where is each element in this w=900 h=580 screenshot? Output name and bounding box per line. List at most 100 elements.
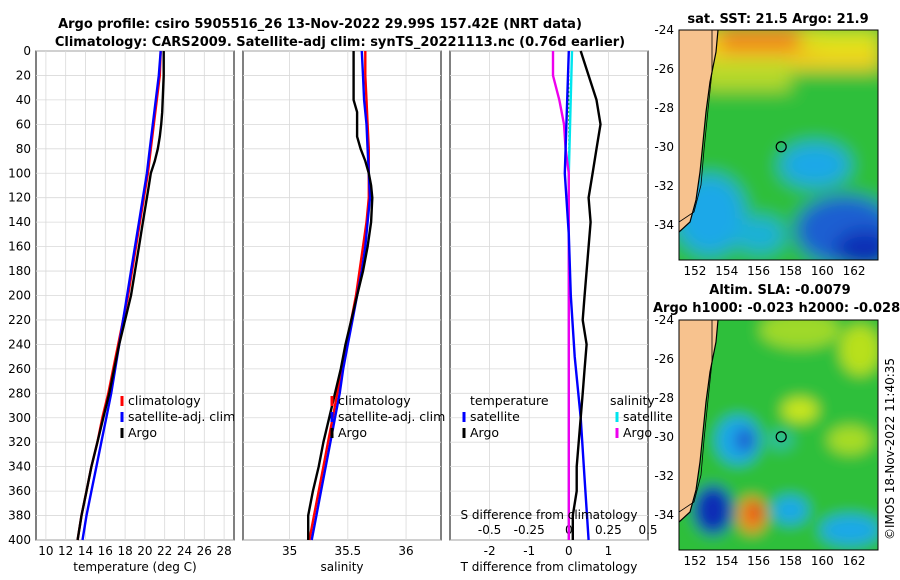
legend-label-salinity-satellite: satellite [623, 409, 673, 424]
x-tick-label: 35.5 [334, 544, 361, 558]
sla-map-title-line1: Altim. SLA: -0.0079 [709, 283, 850, 298]
x-tick-label: 35 [282, 544, 297, 558]
s-difference-tick-label: -0.25 [514, 523, 545, 537]
lat-tick-label: -32 [654, 179, 674, 193]
depth-tick-label: 220 [8, 313, 31, 327]
x-tick-label: 36 [398, 544, 413, 558]
x-tick-label: 14 [78, 544, 93, 558]
x-tick-label: 20 [137, 544, 152, 558]
lat-tick-label: -26 [654, 352, 674, 366]
legend-label-climatology: climatology [338, 393, 411, 408]
depth-tick-label: 180 [8, 264, 31, 278]
lon-tick-label: 162 [843, 264, 866, 278]
s-difference-tick-label: -0.5 [478, 523, 501, 537]
sst-map-title: sat. SST: 21.5 Argo: 21.9 [687, 12, 868, 27]
x-tick-label: 0 [565, 544, 573, 558]
sst-map-frame [678, 29, 879, 261]
legend-label-argo: Argo [338, 425, 367, 440]
salinity-argo-diff-line [551, 51, 570, 540]
depth-tick-label: 280 [8, 386, 31, 400]
lat-tick-label: -26 [654, 62, 674, 76]
s-difference-axis-label: S difference from climatology [461, 508, 638, 522]
x-tick-label: -1 [523, 544, 535, 558]
legend-label-argo: Argo [128, 425, 157, 440]
sst-argo-position-marker [775, 141, 787, 153]
lon-tick-label: 160 [811, 264, 834, 278]
x-tick-label: 26 [197, 544, 212, 558]
difference-grid [450, 50, 648, 541]
x-tick-label: 18 [117, 544, 132, 558]
sla-map-frame [678, 319, 879, 551]
t-difference-axis-label: T difference from climatology [460, 560, 638, 574]
depth-tick-label: 20 [16, 68, 31, 82]
legend-label-satellite: satellite-adj. clim [128, 409, 235, 424]
sst-land-mask [679, 30, 718, 232]
lat-tick-label: -24 [654, 313, 674, 327]
depth-tick-label: 0 [23, 44, 31, 58]
lon-tick-label: 162 [843, 554, 866, 568]
argo-line [307, 51, 374, 540]
x-tick-label: 28 [216, 544, 231, 558]
lat-tick-label: -32 [654, 469, 674, 483]
lat-tick-label: -30 [654, 430, 674, 444]
argo-line [76, 51, 165, 541]
depth-tick-label: 320 [8, 435, 31, 449]
legend-label-temperature-satellite: satellite [470, 409, 520, 424]
sla-isobath [679, 320, 713, 513]
depth-tick-label: 160 [8, 240, 31, 254]
lat-tick-label: -28 [654, 391, 674, 405]
legend-title-temperature: temperature [470, 393, 549, 408]
depth-tick-label: 40 [16, 93, 31, 107]
difference-legend: temperature satellite Argo salinity sate… [462, 393, 673, 440]
s-difference-tick-label: 0.25 [595, 523, 622, 537]
salinity-series [307, 50, 374, 541]
depth-tick-label: 400 [8, 533, 31, 547]
satellite-adj-clim-line [81, 50, 162, 541]
depth-tick-label: 380 [8, 509, 31, 523]
imos-timestamp: ©IMOS 18-Nov-2022 11:40:35 [883, 358, 897, 540]
lon-tick-label: 152 [683, 554, 706, 568]
legend-label-climatology: climatology [128, 393, 201, 408]
lon-tick-label: 160 [811, 554, 834, 568]
s-difference-tick-label: 0.5 [638, 523, 657, 537]
salinity-grid [243, 50, 441, 541]
depth-tick-label: 140 [8, 215, 31, 229]
x-tick-label: 10 [38, 544, 53, 558]
sst-coastline [679, 30, 719, 233]
lon-tick-label: 152 [683, 264, 706, 278]
sla-map [679, 320, 878, 550]
sla-map-title-line2: Argo h1000: -0.023 h2000: -0.028 [653, 301, 900, 316]
figure-title-line1: Argo profile: csiro 5905516_26 13-Nov-20… [58, 17, 582, 32]
temperature-grid [36, 50, 234, 541]
depth-tick-labels: 0 20 40 60 80 100 120 140 160 180 200 220 240 260 280 3… [8, 44, 31, 547]
x-tick-label: 16 [98, 544, 113, 558]
sla-land-mask [679, 320, 718, 522]
lon-tick-label: 158 [779, 554, 802, 568]
temperature-satellite-diff-line [563, 50, 590, 541]
lat-tick-label: -34 [654, 508, 674, 522]
lon-tick-label: 156 [747, 264, 770, 278]
legend-label-satellite: satellite-adj. clim [338, 409, 445, 424]
salinity-axis-label: salinity [320, 560, 363, 574]
x-tick-label: 12 [58, 544, 73, 558]
lon-tick-label: 158 [779, 264, 802, 278]
temperature-tick-labels: 10 12 14 16 18 20 22 24 26 28 [38, 544, 231, 558]
difference-tick-labels: -2 -1 0 1-0.5 -0.25 0 0.25 0.5 [478, 523, 658, 558]
lat-tick-label: -28 [654, 101, 674, 115]
x-tick-label: 24 [177, 544, 192, 558]
sst-isobath [679, 30, 713, 223]
legend-title-salinity: salinity [610, 393, 655, 408]
depth-tick-label: 80 [16, 142, 31, 156]
temperature-axis-label: temperature (deg C) [73, 560, 196, 574]
legend-label-salinity-argo: Argo [623, 425, 652, 440]
x-tick-label: -2 [484, 544, 496, 558]
depth-tick-label: 200 [8, 289, 31, 303]
lon-tick-label: 154 [715, 554, 738, 568]
temperature-series [76, 50, 165, 541]
sla-coastline [679, 320, 719, 523]
depth-tick-label: 300 [8, 411, 31, 425]
depth-tick-label: 240 [8, 337, 31, 351]
legend-label-temperature-argo: Argo [470, 425, 499, 440]
sla-map-tick-labels: 152 154 156 158 160 162 -24 -26 -28 -30 -32 -34 [654, 313, 865, 568]
